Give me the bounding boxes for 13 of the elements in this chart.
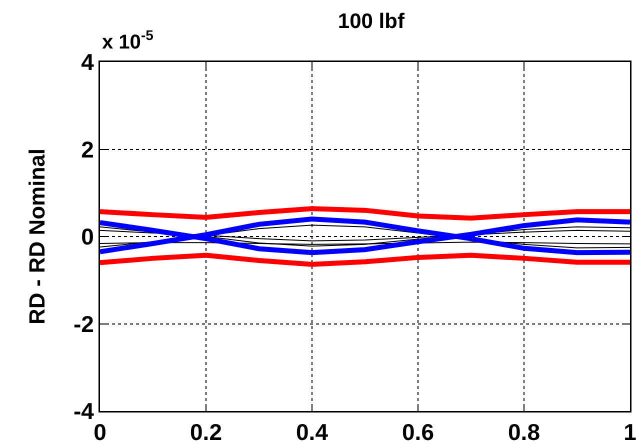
x-tick-label: 0.2: [190, 419, 222, 445]
x-tick-label: 0.4: [296, 419, 328, 445]
x-tick-label: 0.8: [508, 419, 540, 445]
x-tick-label: 0.6: [402, 419, 434, 445]
chart-title: 100 lbf: [338, 10, 406, 34]
y-tick-label: -4: [73, 398, 94, 424]
text: x 10$^{-5}$: [102, 27, 154, 54]
y-tick-label: 0: [81, 224, 94, 250]
x-tick-label: 1: [624, 419, 637, 445]
y-tick-label: -2: [73, 310, 94, 337]
y-tick-label: 2: [81, 136, 94, 162]
y-tick-label: 4: [81, 49, 94, 76]
y-axis-title: RD - RD Nominal: [24, 148, 50, 324]
